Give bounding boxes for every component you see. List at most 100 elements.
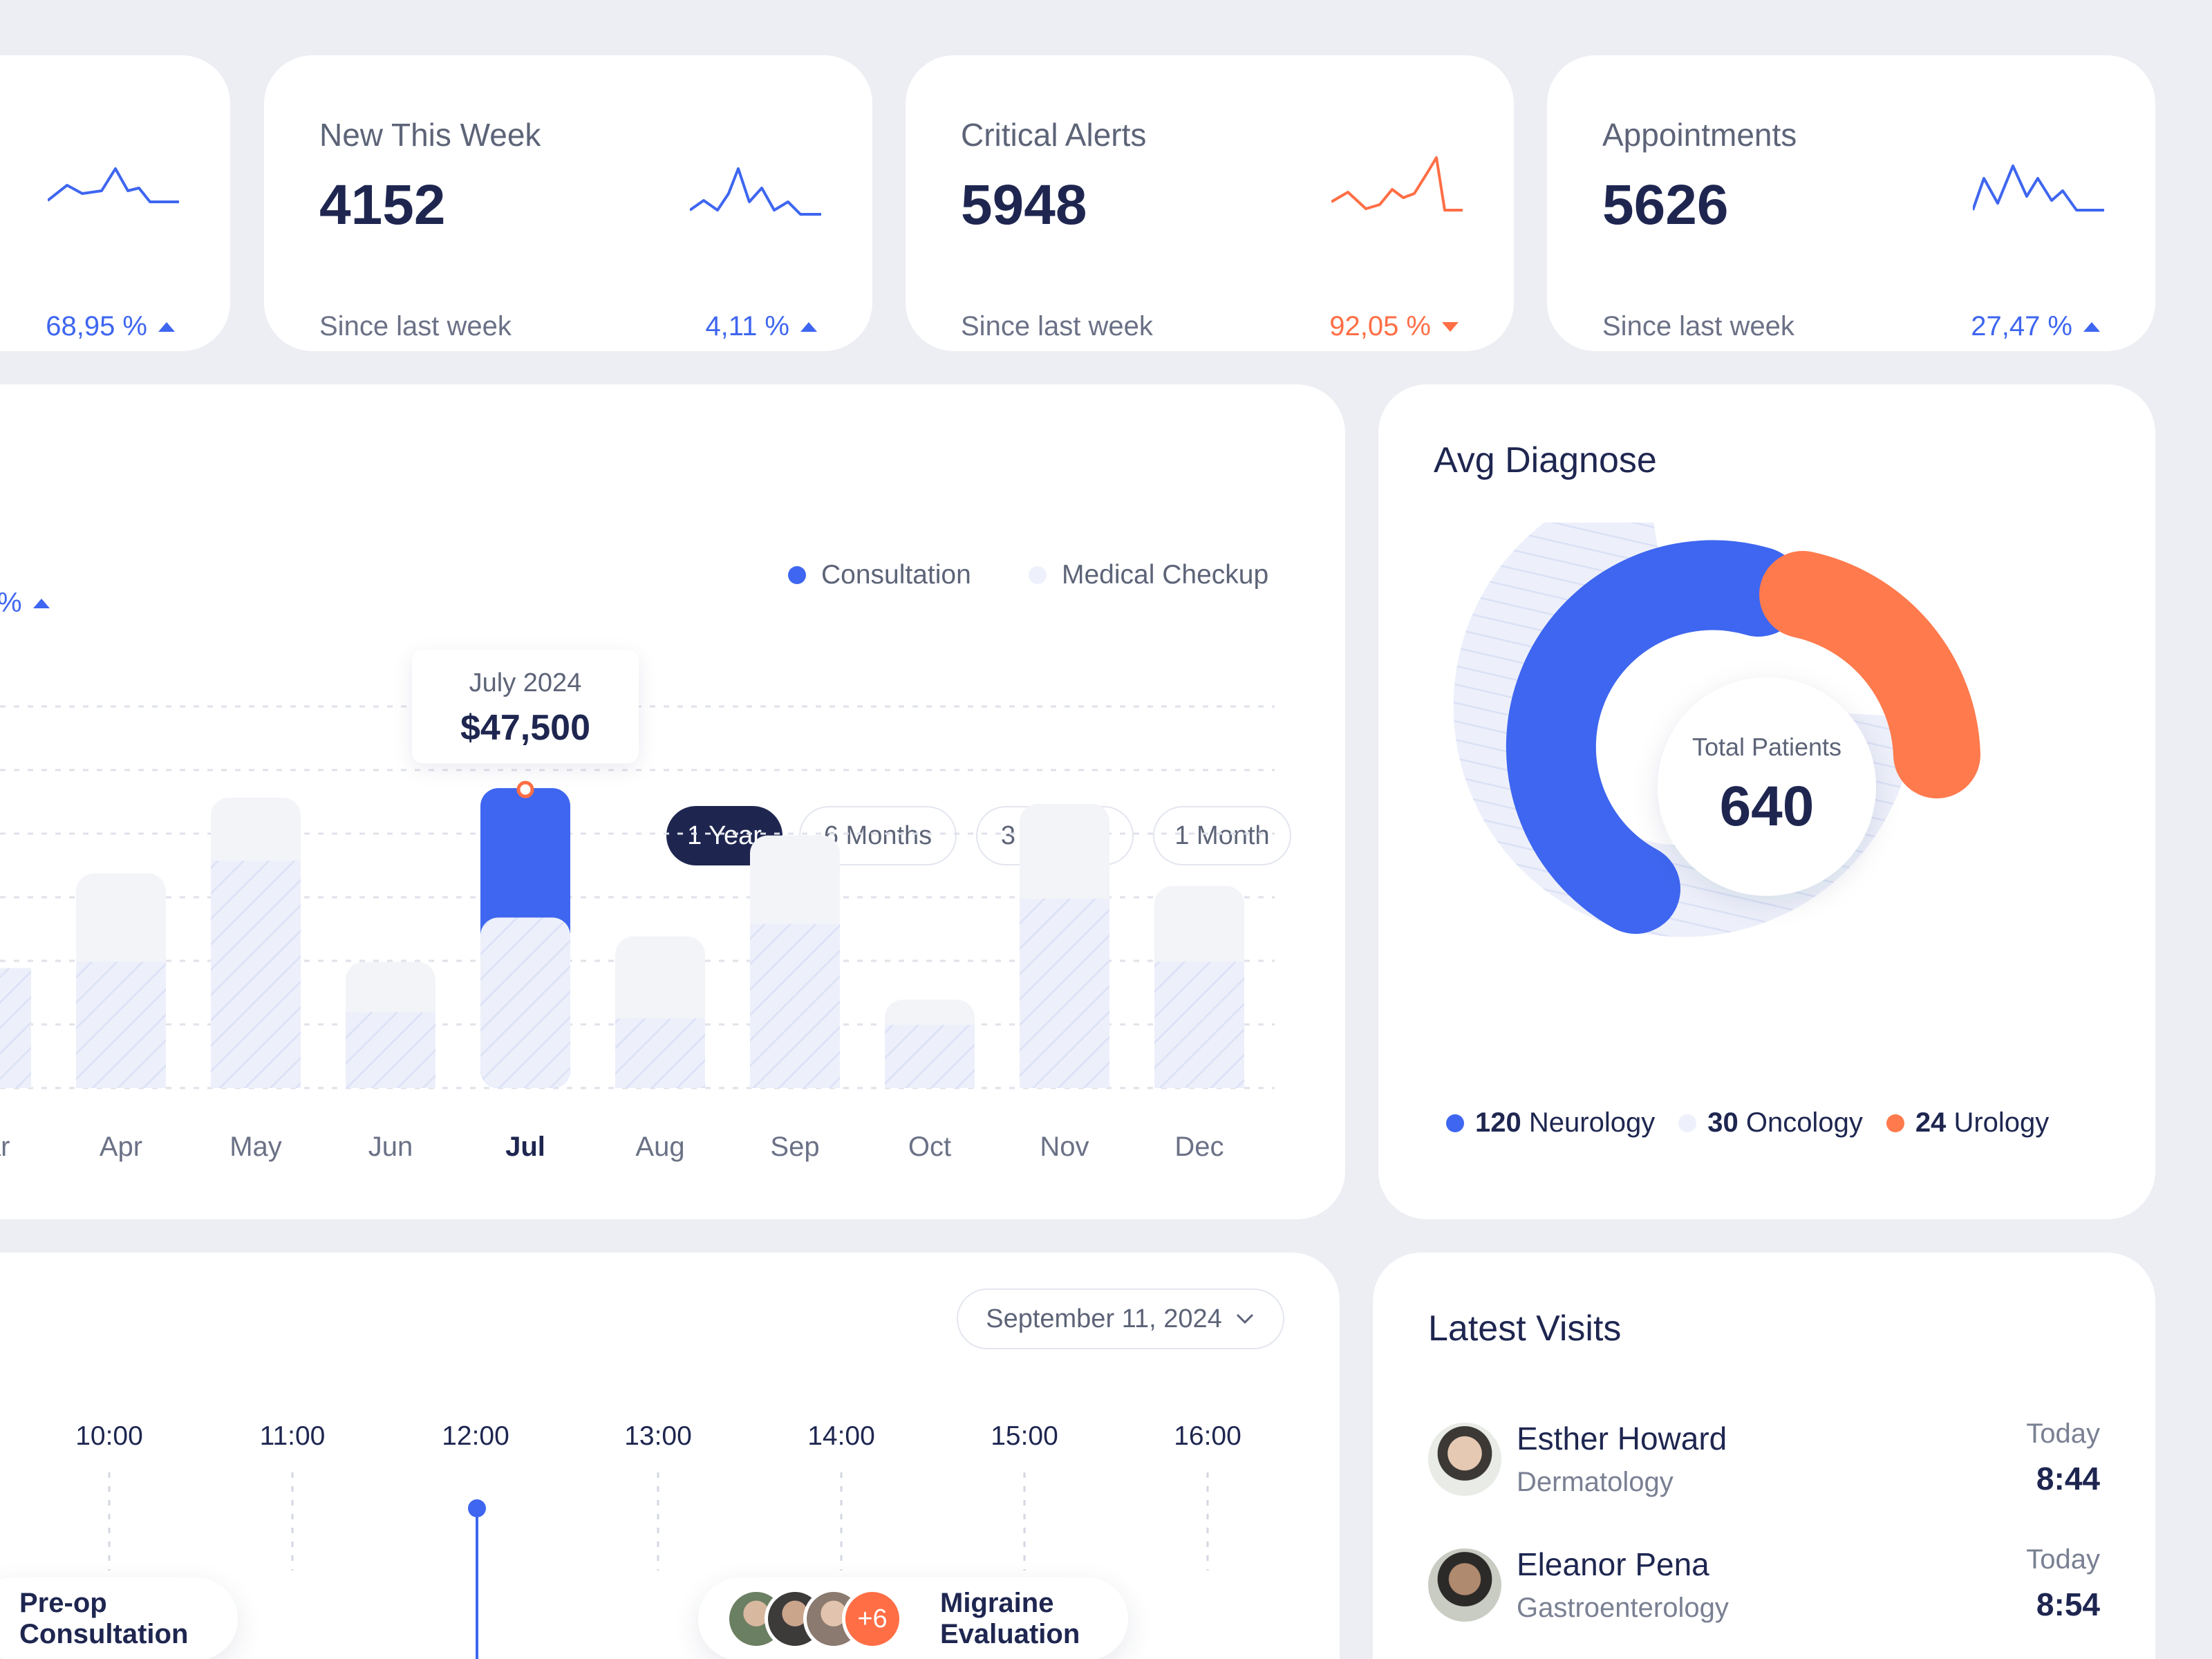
bar-medical-checkup: [76, 962, 166, 1088]
visit-department: Dermatology: [1517, 1467, 1674, 1497]
timeline-grid: [108, 1472, 1209, 1659]
x-tick-label: Jun: [368, 1132, 413, 1162]
sparkline: [1331, 156, 1463, 212]
x-tick-label: Dec: [1174, 1132, 1224, 1162]
stat-subtitle: Since last week: [319, 311, 512, 341]
legend-medical-checkup: Medical Checkup: [1029, 560, 1268, 590]
visit-time: 8:54: [2036, 1586, 2100, 1622]
x-tick-label: Aug: [635, 1132, 684, 1162]
hour-label: 13:00: [624, 1421, 692, 1451]
x-tick-label: Nov: [1040, 1132, 1089, 1162]
stat-title: Critical Alerts: [961, 117, 1147, 153]
card-title: Latest Visits: [1428, 1309, 1622, 1349]
avg-diagnose-card: Avg Diagnose Total Patients 640 120 Neur…: [1378, 384, 2155, 1219]
avatar: [1428, 1423, 1501, 1496]
x-tick-label: May: [229, 1132, 282, 1162]
stat-card-appointments: Appointments 5626 Since last week 27,47 …: [1547, 55, 2155, 351]
donut-center-value: 640: [1719, 775, 1815, 838]
x-tick-label: Oct: [908, 1132, 951, 1162]
stat-subtitle: Since last week: [961, 311, 1153, 341]
sparkline: [1973, 165, 2104, 212]
hour-label: 12:00: [442, 1421, 509, 1451]
hour-label: 16:00: [1174, 1421, 1241, 1451]
period-1-year[interactable]: 1 Year: [666, 806, 782, 865]
bar-marker: [516, 780, 534, 798]
hour-label: 14:00: [807, 1421, 875, 1451]
x-tick-label: Sep: [770, 1132, 819, 1162]
legend-oncology: 30 Oncology: [1678, 1107, 1863, 1138]
visit-time: 8:44: [2036, 1461, 2100, 1497]
legend-consultation: Consultation: [788, 560, 971, 590]
sparkline: [48, 167, 179, 203]
legend-dot: [1029, 566, 1047, 584]
x-tick-label: Mar: [0, 1132, 10, 1162]
chart-tooltip: [412, 650, 639, 764]
x-tick-label: Apr: [100, 1132, 142, 1162]
sparkline: [690, 167, 821, 216]
chevron-down-icon: [1236, 1313, 1253, 1324]
avatar: [1428, 1548, 1501, 1622]
event-label: Migraine Evaluation: [940, 1588, 1080, 1649]
tooltip-label: July 2024: [469, 668, 582, 697]
donut-center: [1658, 677, 1876, 896]
tooltip-value: $47,500: [460, 708, 590, 748]
visit-row[interactable]: Esther Howard Dermatology Today 8:44: [1373, 1253, 2155, 1529]
hour-label: 15:00: [991, 1421, 1058, 1451]
donut-chart: [1453, 523, 1980, 937]
stat-value: 5626: [1602, 174, 1729, 236]
bar-medical-checkup: [1020, 899, 1109, 1088]
trend-down-icon: [1442, 321, 1459, 332]
visit-department: Gastroenterology: [1517, 1593, 1729, 1623]
schedule-card: September 11, 2024 10:00 11:00 12:00 13:…: [0, 1253, 1340, 1659]
bar-chart: Mar Apr May Jun Jul Aug Sep Oct Nov Dec July 2024…: [0, 650, 1275, 1162]
event-label: Pre-op Consultation: [19, 1588, 189, 1649]
stat-title: New This Week: [319, 117, 541, 153]
trend-up-icon: [800, 321, 817, 332]
donut-legend: 120 Neurology 30 Oncology 24 Urology: [1446, 1107, 2049, 1138]
attendee-more-badge: +6: [842, 1588, 903, 1649]
x-tick-label: Jul: [505, 1132, 545, 1162]
revenue-chart-card: 1 Year 6 Months 3 Months 1 Month Consult…: [0, 384, 1345, 1219]
current-time-marker: [468, 1499, 486, 1517]
legend-dot: [1446, 1114, 1464, 1132]
donut-center-label: Total Patients: [1691, 733, 1842, 761]
hour-label: 10:00: [75, 1421, 143, 1451]
donut-segment-urology: [1759, 551, 1980, 798]
bar-medical-checkup: [615, 1018, 705, 1088]
legend-dot: [1886, 1114, 1904, 1132]
stat-change: 27,47 %: [1971, 311, 2100, 342]
stat-card-partial: 68,95 %: [0, 55, 230, 351]
legend-dot: [788, 566, 806, 584]
stat-card-new-this-week: New This Week 4152 Since last week 4,11 …: [264, 55, 872, 351]
bar-medical-checkup: [885, 1024, 975, 1088]
bar-medical-checkup: [0, 968, 31, 1088]
date-picker-value: September 11, 2024: [986, 1304, 1222, 1333]
bar-medical-checkup: [1154, 962, 1244, 1088]
legend-urology: 24 Urology: [1886, 1107, 2049, 1138]
card-title: Avg Diagnose: [1434, 440, 1657, 480]
event-migraine-evaluation[interactable]: +6 Migraine Evaluation: [698, 1577, 1128, 1659]
trend-up-icon: [2083, 321, 2100, 332]
stat-card-critical-alerts: Critical Alerts 5948 Since last week 92,…: [906, 55, 1514, 351]
stat-value: 4152: [319, 174, 446, 236]
period-6-months[interactable]: 6 Months: [799, 806, 957, 865]
trend-up-icon: [158, 321, 175, 332]
stat-change: 92,05 %: [1329, 311, 1459, 342]
legend-dot: [1678, 1114, 1697, 1132]
bar-medical-checkup: [750, 924, 840, 1088]
visit-name: Esther Howard: [1517, 1421, 1727, 1456]
hour-label: 11:00: [259, 1421, 326, 1451]
bar-medical-checkup: [346, 1012, 435, 1088]
trend-up-icon: [32, 598, 50, 608]
stat-value: 5948: [961, 174, 1087, 236]
bar-medical-checkup: [480, 917, 570, 1088]
stat-subtitle: Since last week: [1602, 311, 1794, 341]
date-picker[interactable]: September 11, 2024: [957, 1288, 1284, 1349]
bar-medical-checkup: [211, 861, 301, 1088]
visit-day: Today: [2026, 1418, 2100, 1449]
latest-visits-card: Latest Visits Esther Howard Dermatology …: [1373, 1253, 2155, 1659]
event-pre-op-consultation[interactable]: Pre-op Consultation: [0, 1577, 238, 1659]
period-1-month[interactable]: 1 Month: [1153, 806, 1291, 865]
visit-row[interactable]: Eleanor Pena Gastroenterology Today 8:54: [1373, 1529, 2155, 1659]
stat-change: 68,95 %: [46, 311, 175, 342]
